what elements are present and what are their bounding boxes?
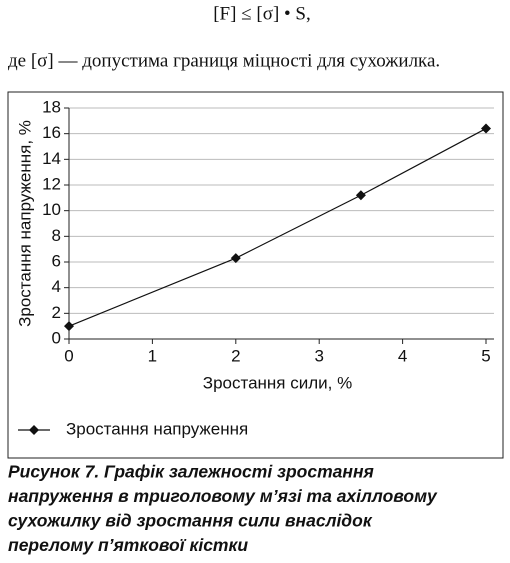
y-tick-label: 16 bbox=[42, 123, 61, 142]
y-tick-label: 0 bbox=[52, 328, 61, 347]
y-tick-label: 2 bbox=[52, 303, 61, 322]
x-tick-label: 0 bbox=[64, 346, 73, 365]
y-tick-label: 4 bbox=[52, 277, 61, 296]
series-line bbox=[68, 128, 487, 327]
formula: [F] ≤ [σ] • S, bbox=[213, 3, 311, 24]
point bbox=[355, 190, 366, 201]
caption-line: перелому п’яткової кістки bbox=[8, 535, 248, 555]
legend-marker bbox=[29, 425, 39, 435]
y-tick-label: 8 bbox=[52, 226, 61, 245]
x-tick-label: 4 bbox=[398, 346, 407, 365]
caption-line: Рисунок 7. Графік залежності зростання bbox=[8, 462, 374, 482]
point bbox=[64, 321, 74, 332]
legend-label: Зростання напруження bbox=[66, 419, 248, 438]
body-text: де [σ] — допустима границя міцності для … bbox=[8, 50, 440, 71]
point bbox=[230, 253, 241, 264]
x-tick-label: 2 bbox=[231, 346, 240, 365]
x-tick-label: 3 bbox=[314, 346, 323, 365]
point bbox=[481, 123, 491, 134]
x-tick-label: 5 bbox=[481, 346, 490, 365]
caption-line: напруження в триголовому м’язі та ахілло… bbox=[8, 486, 438, 506]
y-tick-label: 10 bbox=[42, 200, 61, 219]
caption-line: сухожилку від зростання сили внаслідок bbox=[8, 511, 373, 531]
y-axis-label: Зростання напруження, % bbox=[15, 120, 34, 327]
x-tick-label: 1 bbox=[148, 346, 157, 365]
caption: Рисунок 7. Графік залежності зростання на… bbox=[8, 462, 438, 556]
y-tick-label: 12 bbox=[42, 174, 61, 193]
y-tick-label: 6 bbox=[52, 251, 61, 270]
y-tick-label: 14 bbox=[42, 149, 61, 168]
chart-frame bbox=[7, 91, 504, 459]
y-tick-label: 18 bbox=[42, 97, 61, 116]
x-axis-label: Зростання сили, % bbox=[203, 373, 352, 392]
